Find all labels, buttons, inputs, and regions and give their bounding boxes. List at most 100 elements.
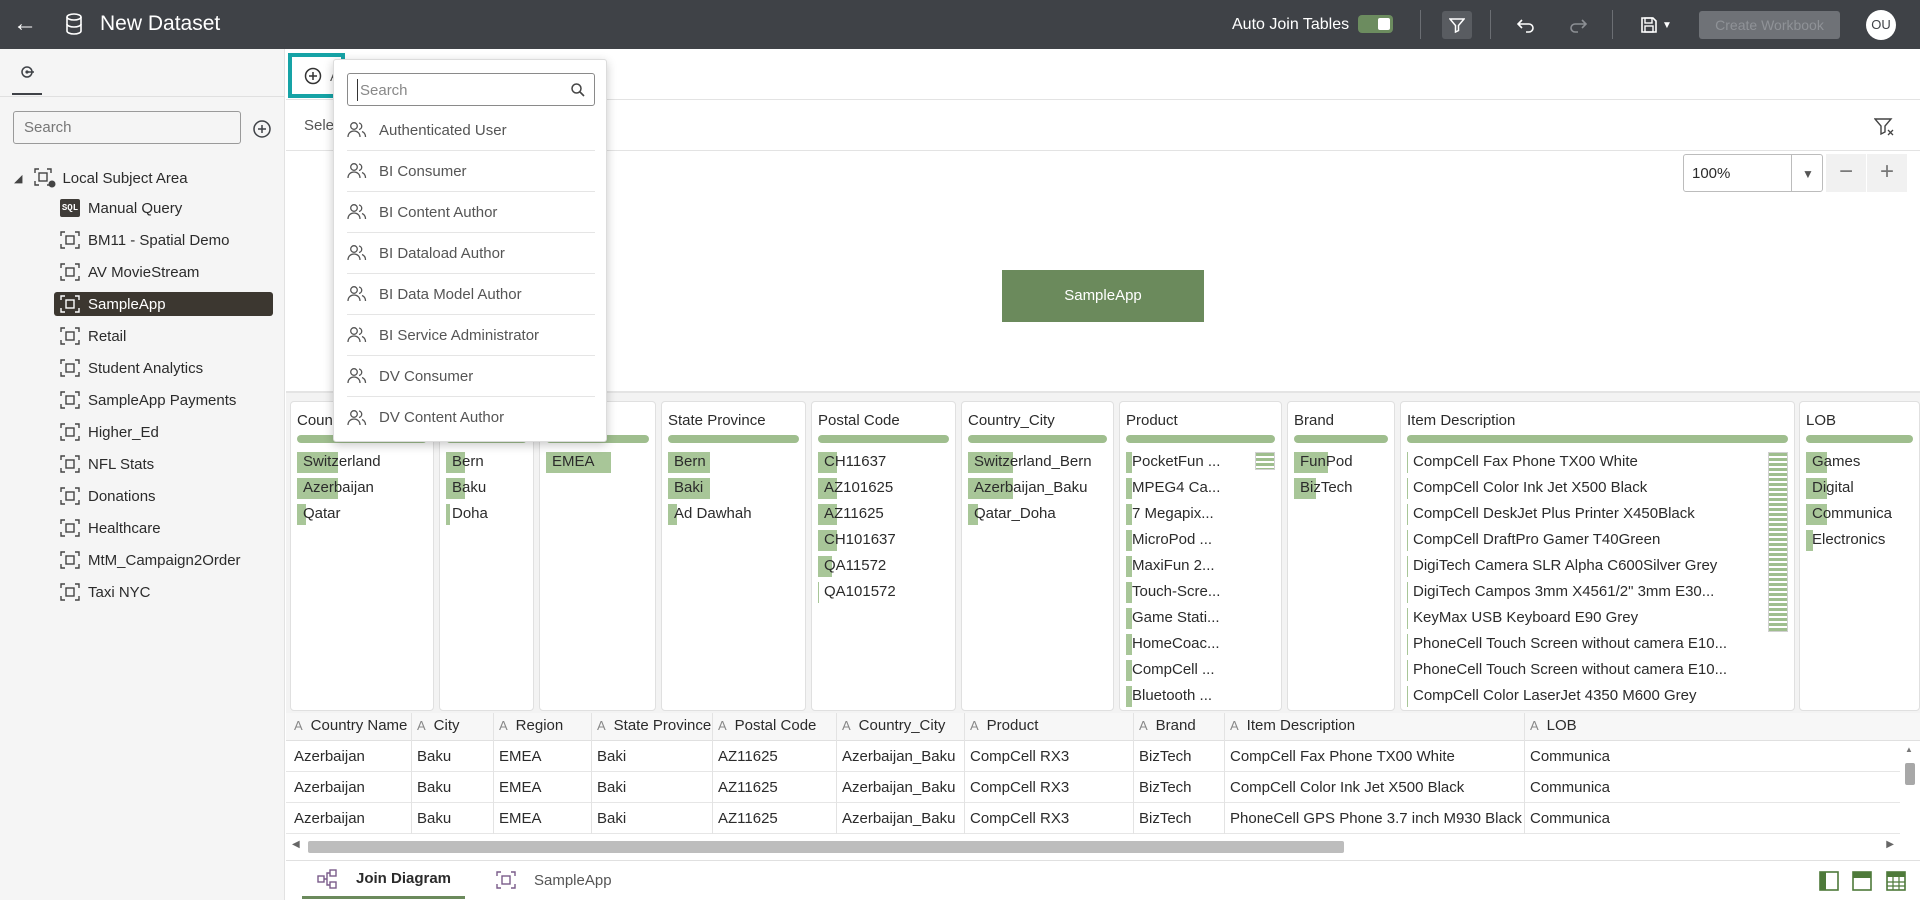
zoom-select[interactable]: 100% ▼ <box>1683 154 1823 192</box>
profile-value[interactable]: Baku <box>446 475 529 501</box>
column-separator[interactable] <box>964 713 965 834</box>
column-separator[interactable] <box>493 713 494 834</box>
profile-card[interactable]: RegionEMEA <box>539 401 656 711</box>
tab-sampleapp[interactable]: SampleApp <box>496 861 612 899</box>
sidebar-item-taxi-nyc[interactable]: Taxi NYC <box>54 580 273 604</box>
profile-value[interactable]: EMEA <box>546 449 651 475</box>
profile-value[interactable]: QA11572 <box>818 553 951 579</box>
profile-value[interactable]: Qatar <box>297 501 429 527</box>
column-separator[interactable] <box>1524 713 1525 834</box>
column-separator[interactable] <box>411 713 412 834</box>
profile-value[interactable]: PhoneCell Touch Screen without camera E1… <box>1407 657 1790 683</box>
sidebar-item-donations[interactable]: Donations <box>54 484 273 508</box>
avatar[interactable]: OU <box>1866 10 1896 40</box>
redo-button[interactable] <box>1563 11 1593 39</box>
back-arrow-icon[interactable]: ← <box>13 10 37 37</box>
table-row[interactable]: Azerbaijan Baku EMEA Baki AZ11625 Azerbaijan_… <box>286 803 1900 834</box>
role-option[interactable]: BI Service Administrator <box>347 315 595 356</box>
table-row[interactable]: Azerbaijan Baku EMEA Baki AZ11625 Azerbaijan_… <box>286 741 1900 772</box>
value-distribution-scroller[interactable] <box>1768 452 1788 632</box>
sidebar-item-bm11-spatial-demo[interactable]: BM11 - Spatial Demo <box>54 228 273 252</box>
profile-value[interactable]: Games <box>1806 449 1915 475</box>
layout-left-panel-icon[interactable] <box>1819 871 1839 891</box>
profile-value[interactable]: CompCell Fax Phone TX00 White <box>1407 449 1790 475</box>
profile-value[interactable]: Electronics <box>1806 527 1915 553</box>
profile-card[interactable]: LOB Games Digital Communica Electronics <box>1799 401 1920 711</box>
profile-value[interactable]: KeyMax USB Keyboard E90 Grey <box>1407 605 1790 631</box>
profile-card[interactable]: Product PocketFun ... MPEG4 Ca... 7 Megapix… <box>1119 401 1282 711</box>
add-circle-icon[interactable] <box>252 119 272 139</box>
tab-data[interactable] <box>12 61 42 95</box>
profile-value[interactable]: CompCell DraftPro Gamer T40Green <box>1407 527 1790 553</box>
role-option[interactable]: BI Consumer <box>347 151 595 192</box>
sidebar-item-sampleapp-payments[interactable]: SampleApp Payments <box>54 388 273 412</box>
sidebar-item-student-analytics[interactable]: Student Analytics <box>54 356 273 380</box>
profile-card[interactable]: Country NameSwitzerlandAzerbaijanQatar <box>290 401 434 711</box>
column-header[interactable]: A Country Name <box>294 717 407 734</box>
profile-value[interactable]: Bern <box>446 449 529 475</box>
profile-value[interactable]: Bluetooth ... <box>1126 683 1277 709</box>
column-separator[interactable] <box>591 713 592 834</box>
profile-value[interactable]: CH11637 <box>818 449 951 475</box>
profile-value[interactable]: Game Stati... <box>1126 605 1277 631</box>
column-header[interactable]: A Postal Code <box>718 717 816 734</box>
sidebar-item-healthcare[interactable]: Healthcare <box>54 516 273 540</box>
scroll-left-icon[interactable]: ◀ <box>292 839 300 850</box>
auto-join-toggle[interactable] <box>1358 15 1393 33</box>
table-row[interactable]: Azerbaijan Baku EMEA Baki AZ11625 Azerbaijan_… <box>286 772 1900 803</box>
profile-value[interactable]: PocketFun ... <box>1126 449 1277 475</box>
profile-value[interactable]: Azerbaijan_Baku <box>968 475 1109 501</box>
create-workbook-button[interactable]: Create Workbook <box>1699 11 1840 39</box>
sidebar-item-mtm-campaign2order[interactable]: MtM_Campaign2Order <box>54 548 273 572</box>
sidebar-item-manual-query[interactable]: SQL Manual Query <box>54 196 273 220</box>
horizontal-scrollbar[interactable]: ◀ ▶ <box>286 839 1900 855</box>
profile-value[interactable]: HomeCoac... <box>1126 631 1277 657</box>
profile-value[interactable]: Bern <box>668 449 801 475</box>
profile-value[interactable]: QA101572 <box>818 579 951 605</box>
profile-value[interactable]: MicroPod ... <box>1126 527 1277 553</box>
profile-value[interactable]: Qatar_Doha <box>968 501 1109 527</box>
layout-grid-icon[interactable] <box>1886 871 1906 891</box>
profile-card[interactable]: Postal Code CH11637 AZ101625 AZ11625 CH10163… <box>811 401 956 711</box>
profile-value[interactable]: Azerbaijan <box>297 475 429 501</box>
column-header[interactable]: A Brand <box>1139 717 1196 734</box>
profile-value[interactable]: Switzerland_Bern <box>968 449 1109 475</box>
column-header[interactable]: A State Province <box>597 717 711 734</box>
sidebar-item-av-moviestream[interactable]: AV MovieStream <box>54 260 273 284</box>
profile-card[interactable]: Country_City Switzerland_Bern Azerbaijan_B… <box>961 401 1114 711</box>
zoom-in-button[interactable]: + <box>1867 154 1907 192</box>
diagram-node-sampleapp[interactable]: SampleApp <box>1002 270 1204 322</box>
profile-value[interactable]: CH101637 <box>818 527 951 553</box>
sidebar-item-retail[interactable]: Retail <box>54 324 273 348</box>
profile-card[interactable]: State Province Bern Baki Ad Dawhah <box>661 401 806 711</box>
layout-top-panel-icon[interactable] <box>1852 871 1872 891</box>
sidebar-item-nfl-stats[interactable]: NFL Stats <box>54 452 273 476</box>
profile-value[interactable]: AZ101625 <box>818 475 951 501</box>
profile-value[interactable]: MPEG4 Ca... <box>1126 475 1277 501</box>
profile-value[interactable]: CompCell DeskJet Plus Printer X450Black <box>1407 501 1790 527</box>
dropdown-search-input[interactable] <box>357 79 557 101</box>
column-separator[interactable] <box>1133 713 1134 834</box>
role-option[interactable]: BI Dataload Author <box>347 233 595 274</box>
profile-value[interactable]: Doha <box>446 501 529 527</box>
value-distribution-scroller[interactable] <box>1255 452 1275 470</box>
profile-value[interactable]: CompCell Color Ink Jet X500 Black <box>1407 475 1790 501</box>
profile-value[interactable]: Baki <box>668 475 801 501</box>
collapse-caret-icon[interactable]: ◢ <box>14 172 23 185</box>
column-separator[interactable] <box>1224 713 1225 834</box>
profile-value[interactable]: Communica <box>1806 501 1915 527</box>
scroll-thumb[interactable] <box>308 841 1344 853</box>
tree-root-local-subject-area[interactable]: ◢ Local Subject Area <box>14 166 188 190</box>
profile-value[interactable]: 7 Megapix... <box>1126 501 1277 527</box>
profile-value[interactable]: FunPod <box>1294 449 1390 475</box>
profile-value[interactable]: CompCell ... <box>1126 657 1277 683</box>
role-option[interactable]: BI Data Model Author <box>347 274 595 315</box>
column-header[interactable]: A Country_City <box>842 717 945 734</box>
column-separator[interactable] <box>836 713 837 834</box>
profile-value[interactable]: CompCell Color LaserJet 4350 M600 Grey <box>1407 683 1790 709</box>
role-option[interactable]: DV Consumer <box>347 356 595 397</box>
profile-value[interactable]: AZ11625 <box>818 501 951 527</box>
profile-value[interactable]: DigiTech Campos 3mm X4561/2" 3mm E30... <box>1407 579 1790 605</box>
profile-card[interactable]: Brand FunPod BizTech <box>1287 401 1395 711</box>
profile-value[interactable]: Switzerland <box>297 449 429 475</box>
